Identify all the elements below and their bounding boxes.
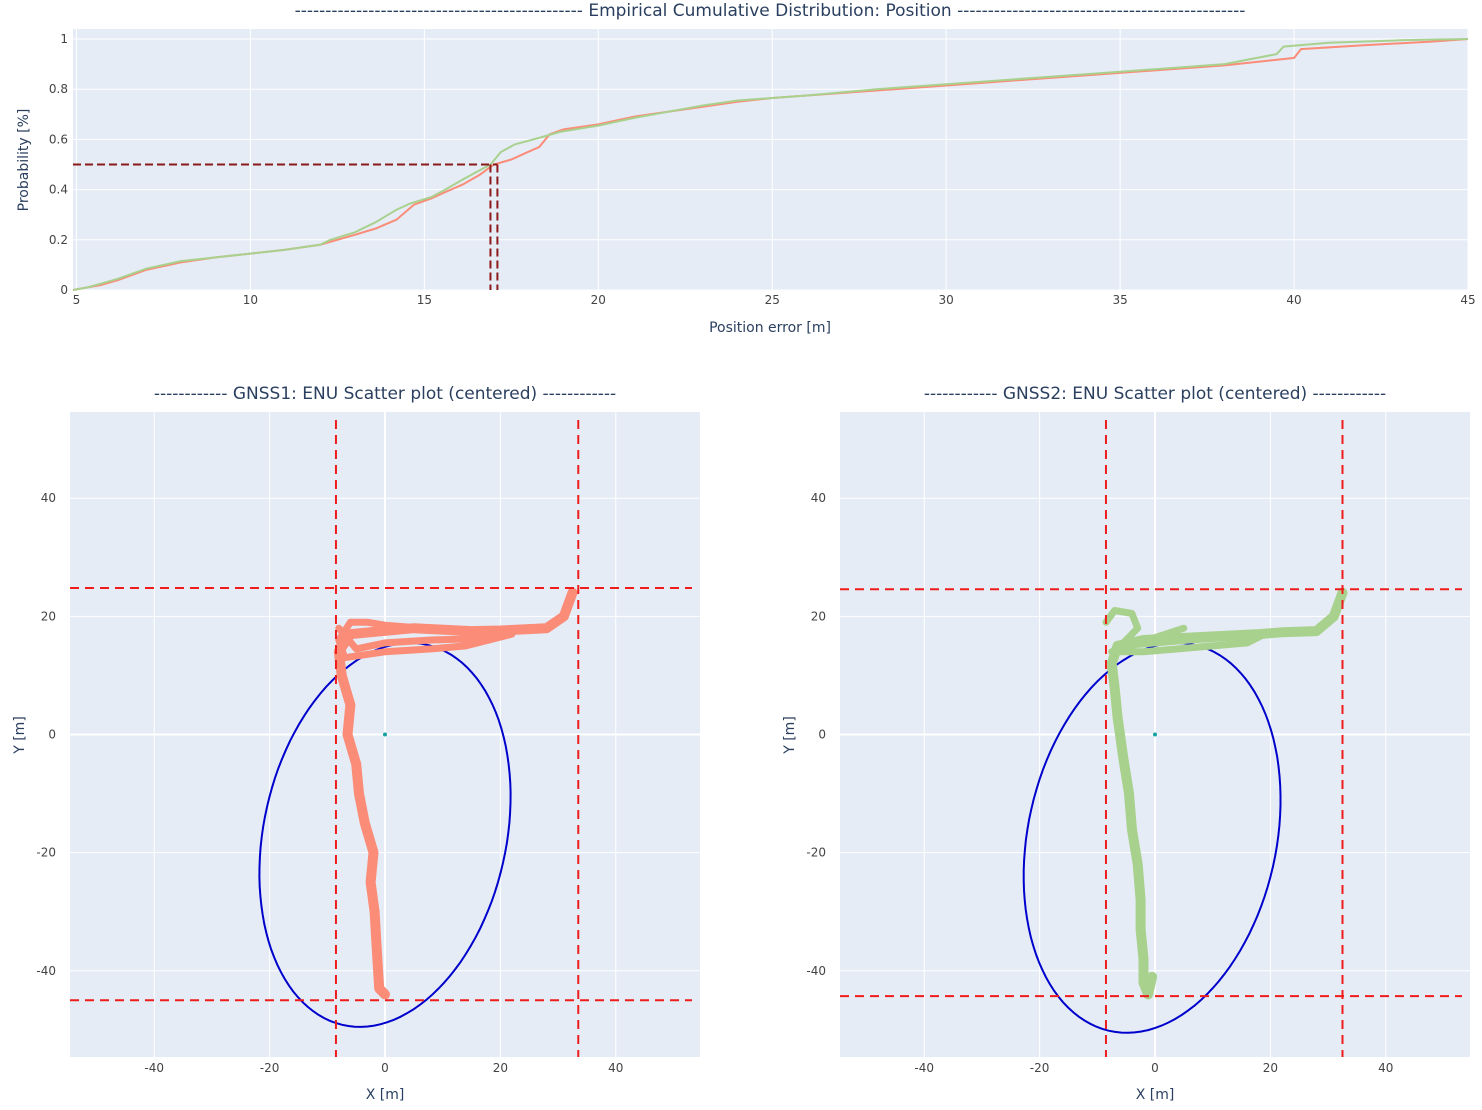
gnss1-plot: -40 -20 0 20 40 -40 -20 0 20 40 (36, 412, 700, 1075)
gnss2-y-tick-label: -40 (806, 964, 826, 978)
cdf-x-axis-label: Position error [m] (709, 320, 831, 336)
gnss1-x-axis-label: X [m] (366, 1087, 405, 1103)
gnss2-x-tick-label: 0 (1151, 1061, 1159, 1075)
cdf-x-tick-label: 20 (591, 293, 606, 307)
cdf-y-tick-label: 0.8 (49, 82, 68, 96)
cdf-x-tick-label: 10 (243, 293, 258, 307)
gnss2-x-tick-label: -40 (914, 1061, 934, 1075)
gnss1-y-axis-label: Y [m] (12, 716, 28, 755)
gnss1-x-tick-label: 40 (608, 1061, 623, 1075)
cdf-y-tick-label: 0.4 (49, 183, 68, 197)
gnss2-confidence-ellipse (1022, 641, 1282, 1034)
cdf-y-tick-label: 0.2 (49, 233, 68, 247)
cdf-chart: ----------------------------------------… (16, 1, 1476, 336)
gnss1-x-tick-label: -20 (260, 1061, 280, 1075)
cdf-x-tick-label: 25 (765, 293, 780, 307)
gnss1-x-tick-label: -40 (144, 1061, 164, 1075)
gnss1-position-track-loops (335, 618, 516, 662)
cdf-y-tick-label: 1 (60, 32, 68, 46)
gnss2-x-tick-label: -20 (1030, 1061, 1050, 1075)
gnss2-center-point (1153, 732, 1157, 737)
cdf-x-tick-label: 5 (73, 293, 81, 307)
gnss2-position-track (1106, 587, 1348, 1000)
cdf-x-tick-label: 35 (1112, 293, 1127, 307)
gnss2-position-track-loops (1102, 607, 1269, 656)
cdf-tick-labels: 5 10 15 20 25 30 35 40 45 0 0.2 0.4 0.6 0.8 1 (49, 32, 1476, 307)
cdf-title: ----------------------------------------… (295, 1, 1246, 21)
gnss1-y-tick-label: -40 (36, 964, 56, 978)
gnss1-confidence-ellipse (258, 641, 512, 1028)
cdf-y-tick-label: 0.6 (49, 132, 68, 146)
cdf-series (72, 38, 1469, 291)
gnss1-scatter-chart: ------------ GNSS1: ENU Scatter plot (ce… (12, 384, 700, 1103)
gnss2-y-tick-label: 0 (818, 728, 826, 742)
gnss2-scatter-chart: ------------ GNSS2: ENU Scatter plot (ce… (782, 384, 1470, 1103)
cdf-grid (73, 29, 1469, 291)
gnss1-y-tick-label: -20 (36, 846, 56, 860)
gnss2-y-tick-label: 40 (811, 491, 826, 505)
gnss2-y-axis-label: Y [m] (782, 716, 798, 755)
gnss1-y-tick-label: 40 (41, 491, 56, 505)
cdf-series-line-2 (72, 38, 1469, 291)
cdf-x-tick-label: 15 (417, 293, 432, 307)
gnss1-x-tick-label: 20 (493, 1061, 508, 1075)
gnss1-title: ------------ GNSS1: ENU Scatter plot (ce… (154, 384, 616, 404)
gnss1-center-point (383, 732, 387, 737)
gnss2-x-tick-label: 40 (1378, 1061, 1393, 1075)
cdf-x-tick-label: 45 (1460, 293, 1475, 307)
gnss2-y-tick-label: 20 (811, 609, 826, 623)
gnss1-y-tick-label: 20 (41, 609, 56, 623)
cdf-x-tick-label: 30 (939, 293, 954, 307)
gnss2-plot: -40 -20 0 20 40 -40 -20 0 20 40 (806, 412, 1470, 1075)
cdf-x-tick-label: 40 (1286, 293, 1301, 307)
gnss2-x-tick-label: 20 (1263, 1061, 1278, 1075)
cdf-y-axis-label: Probability [%] (16, 109, 32, 212)
cdf-y-tick-label: 0 (60, 283, 68, 297)
gnss1-y-tick-label: 0 (48, 728, 56, 742)
gnss1-position-track (333, 587, 578, 1000)
gnss2-x-axis-label: X [m] (1136, 1087, 1175, 1103)
gnss2-title: ------------ GNSS2: ENU Scatter plot (ce… (924, 384, 1386, 404)
gnss2-y-tick-label: -20 (806, 846, 826, 860)
gnss1-x-tick-label: 0 (381, 1061, 389, 1075)
